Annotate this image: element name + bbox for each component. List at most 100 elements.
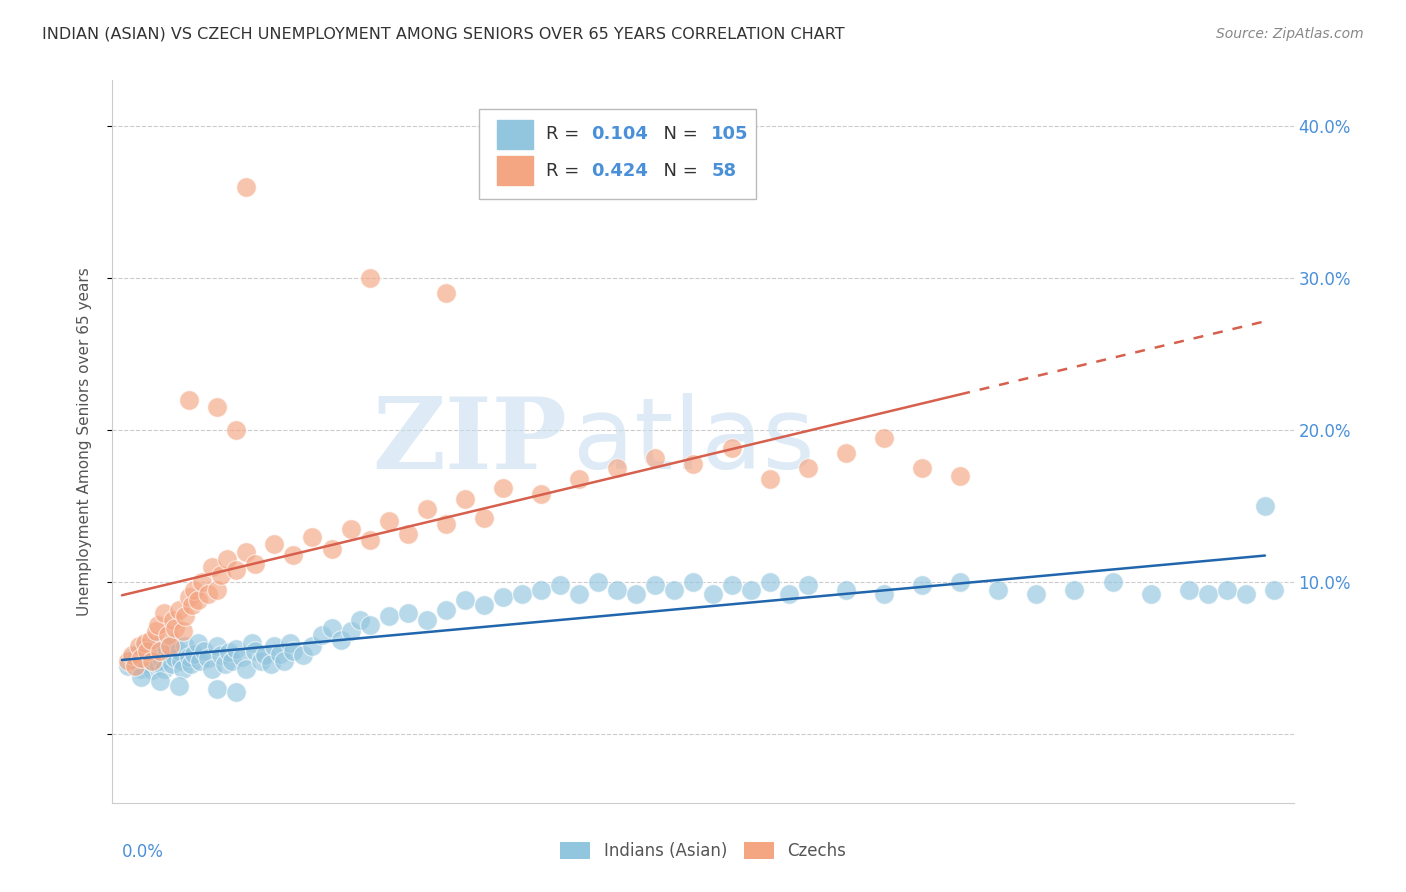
Point: [225, 685, 247, 699]
Point: [155, 640, 177, 655]
Point: [626, 587, 648, 601]
Point: [129, 662, 152, 676]
Point: [644, 450, 666, 465]
Point: [311, 628, 333, 642]
Point: [149, 674, 172, 689]
Point: [235, 545, 257, 559]
Point: [139, 633, 162, 648]
Point: [548, 578, 571, 592]
Point: [128, 639, 150, 653]
Point: [339, 624, 361, 638]
Point: [510, 587, 533, 601]
Point: [835, 446, 858, 460]
Point: [207, 681, 229, 696]
Point: [207, 401, 229, 415]
Point: [835, 582, 858, 597]
Point: [1263, 582, 1285, 597]
Point: [135, 643, 157, 657]
Point: [273, 654, 295, 668]
Point: [702, 587, 724, 601]
Point: [177, 649, 200, 664]
Point: [377, 515, 399, 529]
Point: [568, 472, 591, 486]
Point: [240, 636, 263, 650]
Point: [225, 563, 247, 577]
Text: R =: R =: [546, 161, 585, 179]
Point: [339, 522, 361, 536]
Point: [720, 578, 742, 592]
FancyBboxPatch shape: [498, 156, 533, 185]
Point: [134, 636, 156, 650]
Point: [167, 679, 190, 693]
Point: [200, 560, 222, 574]
Point: [720, 442, 742, 456]
Point: [416, 502, 439, 516]
Point: [172, 662, 194, 676]
Point: [797, 461, 820, 475]
Point: [1254, 499, 1277, 513]
Point: [145, 649, 167, 664]
Point: [156, 628, 179, 642]
Point: [330, 633, 353, 648]
Point: [911, 461, 934, 475]
Point: [606, 461, 628, 475]
Point: [1216, 582, 1239, 597]
Point: [1139, 587, 1161, 601]
Point: [454, 491, 477, 506]
Point: [132, 642, 155, 657]
Point: [283, 643, 305, 657]
Point: [530, 582, 553, 597]
Legend: Indians (Asian), Czechs: Indians (Asian), Czechs: [554, 835, 852, 867]
Point: [134, 651, 156, 665]
Point: [180, 657, 202, 672]
Point: [740, 582, 762, 597]
Text: 0.104: 0.104: [591, 126, 648, 144]
Point: [291, 648, 314, 663]
Point: [225, 423, 247, 437]
Point: [124, 659, 146, 673]
Point: [278, 636, 301, 650]
Point: [778, 587, 800, 601]
Point: [177, 392, 200, 407]
Text: Source: ZipAtlas.com: Source: ZipAtlas.com: [1216, 27, 1364, 41]
Point: [530, 487, 553, 501]
Point: [492, 481, 515, 495]
Point: [129, 647, 152, 661]
Point: [159, 639, 181, 653]
Point: [165, 651, 187, 665]
Point: [873, 587, 896, 601]
Point: [758, 575, 780, 590]
Point: [143, 639, 166, 653]
Point: [682, 575, 704, 590]
Point: [472, 511, 495, 525]
Point: [207, 582, 229, 597]
Point: [434, 602, 457, 616]
Point: [167, 643, 190, 657]
Point: [416, 613, 439, 627]
Point: [396, 606, 419, 620]
Point: [434, 286, 457, 301]
Point: [153, 662, 176, 676]
Point: [359, 271, 381, 285]
Point: [253, 648, 276, 663]
Point: [245, 643, 267, 657]
Point: [209, 648, 232, 663]
FancyBboxPatch shape: [478, 109, 756, 200]
Point: [117, 659, 139, 673]
Point: [911, 578, 934, 592]
Point: [218, 645, 240, 659]
Point: [159, 648, 181, 663]
Point: [682, 457, 704, 471]
Point: [173, 608, 195, 623]
Point: [127, 648, 149, 663]
Text: R =: R =: [546, 126, 585, 144]
Point: [949, 575, 972, 590]
Point: [167, 602, 190, 616]
Point: [148, 657, 170, 672]
Point: [606, 582, 628, 597]
Point: [359, 617, 381, 632]
Point: [758, 472, 780, 486]
Point: [141, 654, 163, 668]
Point: [568, 587, 591, 601]
Point: [187, 593, 209, 607]
